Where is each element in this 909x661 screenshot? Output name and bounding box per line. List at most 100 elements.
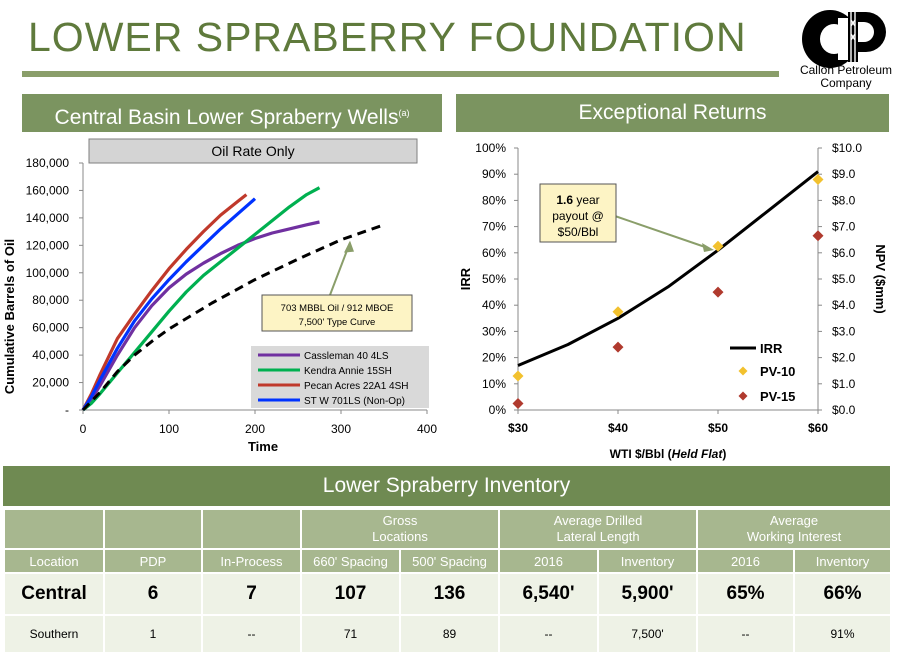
callout-line1: 1.6 year	[556, 193, 599, 207]
y-tick-label: 160,000	[26, 183, 70, 197]
y-left-tick-label: 20%	[482, 351, 506, 365]
wells-chart-header-footnote: (a)	[398, 108, 410, 118]
x-tick-label: $30	[508, 421, 528, 435]
data-point-pv-10	[712, 240, 724, 252]
column-header: PDP	[103, 548, 203, 574]
data-point-pv-10	[812, 173, 824, 185]
wells-chart-header: Central Basin Lower Spraberry Wells(a)	[22, 94, 442, 132]
inventory-group-header-row: Gross Locations Average Drilled Lateral …	[3, 508, 893, 550]
y-tick-label: 140,000	[26, 211, 70, 225]
callout-arrowhead	[702, 243, 714, 252]
y-right-tick-label: $4.0	[832, 298, 856, 312]
data-point-pv-15	[512, 397, 524, 409]
series-line-pecan-acres-22a1-4sh	[81, 193, 248, 411]
callout-box	[539, 183, 617, 243]
logo-text-line1: Callon Petroleum	[799, 63, 893, 77]
inventory-header: Lower Spraberry Inventory	[3, 466, 890, 506]
legend-swatch	[738, 391, 748, 401]
callout-line2: payout @	[552, 209, 604, 223]
data-point-pv-10	[612, 306, 624, 318]
table-cell: 6,540'	[498, 572, 599, 616]
y-right-tick-label: $9.0	[832, 167, 856, 181]
y-left-tick-label: 0%	[489, 403, 507, 417]
callout-rest: year	[573, 193, 600, 207]
x-tick-label: $40	[608, 421, 628, 435]
table-cell: Southern	[3, 614, 105, 654]
data-point-pv-15	[712, 286, 724, 298]
legend-label: ST W 701LS (Non-Op)	[304, 396, 405, 407]
y-right-tick-label: $2.0	[832, 351, 856, 365]
column-header: 2016	[696, 548, 796, 574]
x-axis-label: Time	[248, 439, 278, 454]
table-cell: 7,500'	[596, 614, 699, 654]
y-right-tick-label: $5.0	[832, 272, 856, 286]
table-cell: --	[498, 614, 599, 654]
callon-logo	[802, 8, 886, 68]
column-header: 660' Spacing	[300, 548, 401, 574]
y-tick-label: -	[65, 403, 69, 417]
x-axis-label-suffix: )	[722, 447, 726, 461]
inventory-table: Gross Locations Average Drilled Lateral …	[3, 508, 893, 654]
table-cell: 136	[399, 572, 500, 616]
y-tick-label: 40,000	[32, 348, 69, 362]
x-axis-label-prefix: WTI $/Bbl (	[610, 447, 672, 461]
y-left-tick-label: 70%	[482, 220, 506, 234]
series-line-irr	[517, 170, 819, 367]
table-cell: 5,900'	[596, 572, 699, 616]
column-header: Inventory	[596, 548, 699, 574]
page-title: LOWER SPRABERRY FOUNDATION	[28, 14, 747, 60]
y-right-axis-label: NPV ($mm)	[873, 244, 888, 313]
table-cell: 1	[103, 614, 203, 654]
x-tick-label: 0	[80, 422, 87, 436]
returns-chart: 0% 10% 20% 30% 40% 50% 60% 70% 80% 90% 100% $0.0 $1.…	[458, 141, 888, 461]
group-header-cell	[201, 508, 302, 550]
chart-title-box	[88, 138, 418, 164]
table-cell: 65%	[696, 572, 796, 616]
y-axis-label: Cumulative Barrels of Oil	[2, 239, 17, 394]
table-cell: Central	[3, 572, 105, 616]
table-cell: 107	[300, 572, 401, 616]
y-left-tick-label: 100%	[475, 141, 506, 155]
table-cell: 6	[103, 572, 203, 616]
column-header: Location	[3, 548, 105, 574]
group-header-cell	[103, 508, 203, 550]
table-cell: 91%	[793, 614, 893, 654]
y-tick-label: 80,000	[32, 293, 69, 307]
logo-text-line2: Company	[820, 76, 872, 90]
x-tick-label: 300	[331, 422, 351, 436]
chart-title: Oil Rate Only	[211, 143, 294, 159]
series-line-cassleman-40-4ls	[81, 220, 320, 411]
legend-label: PV-10	[760, 364, 795, 379]
annotation-text-line1: 703 MBBL Oil / 912 MBOE	[281, 303, 394, 314]
annotation-box	[261, 294, 413, 332]
y-left-tick-label: 30%	[482, 324, 506, 338]
column-header: In-Process	[201, 548, 302, 574]
x-tick-label: 200	[245, 422, 265, 436]
table-cell: 89	[399, 614, 500, 654]
y-tick-label: 100,000	[26, 266, 70, 280]
callout-arrow	[611, 214, 709, 249]
logo-company-name: Callon Petroleum Company	[788, 64, 904, 90]
title-divider	[22, 71, 779, 77]
group-header-working-interest: Average Working Interest	[696, 508, 893, 550]
y-tick-label: 180,000	[26, 156, 70, 170]
inventory-column-header-row: Location PDP In-Process 660' Spacing 500…	[3, 548, 893, 574]
x-tick-label: $60	[808, 421, 828, 435]
table-cell: --	[696, 614, 796, 654]
annotation-arrowhead	[344, 240, 354, 253]
table-cell: 7	[201, 572, 302, 616]
column-header: 2016	[498, 548, 599, 574]
y-left-tick-label: 50%	[482, 272, 506, 286]
legend-swatch	[738, 366, 748, 376]
legend-label: IRR	[760, 341, 783, 356]
column-header: Inventory	[793, 548, 893, 574]
y-left-tick-label: 10%	[482, 377, 506, 391]
data-point-pv-10	[512, 370, 524, 382]
returns-chart-header: Exceptional Returns	[456, 94, 889, 132]
table-cell: 66%	[793, 572, 893, 616]
column-header: 500' Spacing	[399, 548, 500, 574]
group-header-cell	[3, 508, 105, 550]
data-point-pv-15	[812, 230, 824, 242]
y-right-tick-label: $1.0	[832, 377, 856, 391]
legend-label: Pecan Acres 22A1 4SH	[304, 381, 409, 392]
